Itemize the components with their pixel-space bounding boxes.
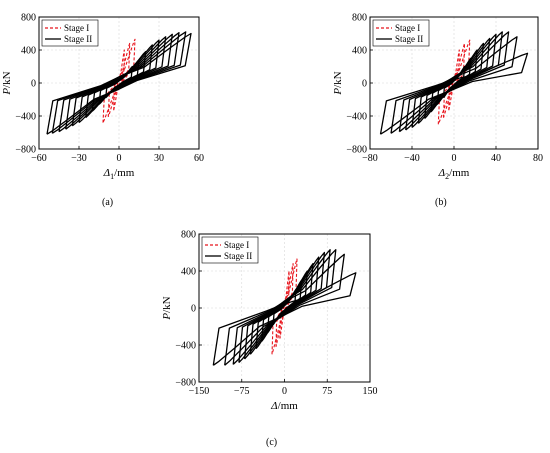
chart-c-svg: −150 −75 0 75 150 800 400 0 −400 −800 Δ/mm P/kN Stag… xyxy=(161,230,378,413)
chart-b-svg: −80 −40 0 40 808004000−400−800Δ2/mmP/kNStage… xyxy=(332,13,543,182)
hysteresis-loop xyxy=(78,39,160,124)
x-axis-label: Δ2/mm xyxy=(438,167,470,181)
hysteresis-loop xyxy=(212,272,357,366)
chart-a-svg: −60 −30 0 30 60 800 400 0 −400 −800 Δ1/mm P/kN Stage… xyxy=(1,13,204,182)
hysteresis-loop xyxy=(379,52,529,135)
y-tick-label: −400 xyxy=(15,112,36,123)
series-stage-ii xyxy=(46,31,192,135)
legend-box xyxy=(372,19,430,47)
y-tick-label: 800 xyxy=(352,13,367,24)
y-tick-label: 400 xyxy=(352,46,367,57)
y-tick-label: −800 xyxy=(175,378,196,389)
x-tick-label: −150 xyxy=(189,386,210,397)
y-tick-label: 400 xyxy=(181,267,196,278)
hysteresis-loop xyxy=(46,32,192,135)
series-stage-ii xyxy=(379,31,529,135)
hysteresis-loop xyxy=(102,38,136,123)
y-tick-label: −400 xyxy=(346,112,367,123)
caption-a: (a) xyxy=(102,197,114,208)
x-tick-label: −80 xyxy=(362,153,378,164)
hysteresis-loop xyxy=(249,256,320,355)
y-tick-label: −800 xyxy=(346,145,367,156)
chart-panel-c: −150 −75 0 75 150 800 400 0 −400 −800 Δ/mm P/kN Stag… xyxy=(160,222,400,432)
x-tick-label: 60 xyxy=(194,153,204,164)
y-tick-label: −800 xyxy=(15,145,36,156)
caption-b: (b) xyxy=(435,197,447,208)
hysteresis-loop xyxy=(417,37,491,124)
y-tick-label: 800 xyxy=(21,13,36,24)
y-tick-label: 0 xyxy=(362,79,367,90)
x-tick-label: −30 xyxy=(71,153,87,164)
legend-box xyxy=(201,236,259,264)
caption-c: (c) xyxy=(266,437,278,448)
y-axis-label: P/kN xyxy=(161,296,173,320)
y-tick-label: −400 xyxy=(175,341,196,352)
legend-label: Stage I xyxy=(64,23,89,33)
x-tick-label: −75 xyxy=(234,386,250,397)
x-tick-label: 0 xyxy=(117,153,122,164)
x-tick-label: 75 xyxy=(322,386,332,397)
series-stage-ii xyxy=(212,249,357,366)
legend-label: Stage II xyxy=(395,34,423,44)
hysteresis-loop xyxy=(271,258,298,355)
x-tick-label: 150 xyxy=(363,386,378,397)
y-tick-label: 0 xyxy=(191,304,196,315)
y-tick-label: 400 xyxy=(21,46,36,57)
x-tick-label: 40 xyxy=(491,153,501,164)
legend-label: Stage I xyxy=(224,240,249,250)
y-axis-label: P/kN xyxy=(332,71,344,95)
hysteresis-loop xyxy=(255,262,314,350)
chart-panel-b: −80 −40 0 40 80 800 400 0 −400 −800 Δ2/mm P/kN Stage… xyxy=(325,0,550,200)
legend-label: Stage I xyxy=(395,23,420,33)
x-axis-label: Δ1/mm xyxy=(103,167,135,181)
hysteresis-loop xyxy=(113,49,125,111)
x-tick-label: 30 xyxy=(154,153,164,164)
x-axis-label: Δ/mm xyxy=(270,400,298,412)
x-tick-label: 0 xyxy=(282,386,287,397)
x-tick-label: −60 xyxy=(31,153,47,164)
hysteresis-loop xyxy=(448,49,460,111)
x-tick-label: 80 xyxy=(533,153,543,164)
x-tick-label: 0 xyxy=(452,153,457,164)
x-tick-label: −40 xyxy=(404,153,420,164)
legend-label: Stage II xyxy=(64,34,92,44)
chart-panel-a: −60 −30 0 30 60 800 400 0 −400 −800 Δ1/mm P/kN Stage… xyxy=(0,0,230,200)
y-tick-label: 800 xyxy=(181,230,196,241)
y-axis-label: P/kN xyxy=(1,71,13,95)
legend-label: Stage II xyxy=(224,251,252,261)
legend-box xyxy=(41,19,99,47)
hysteresis-loop xyxy=(423,42,485,119)
y-tick-label: 0 xyxy=(31,79,36,90)
